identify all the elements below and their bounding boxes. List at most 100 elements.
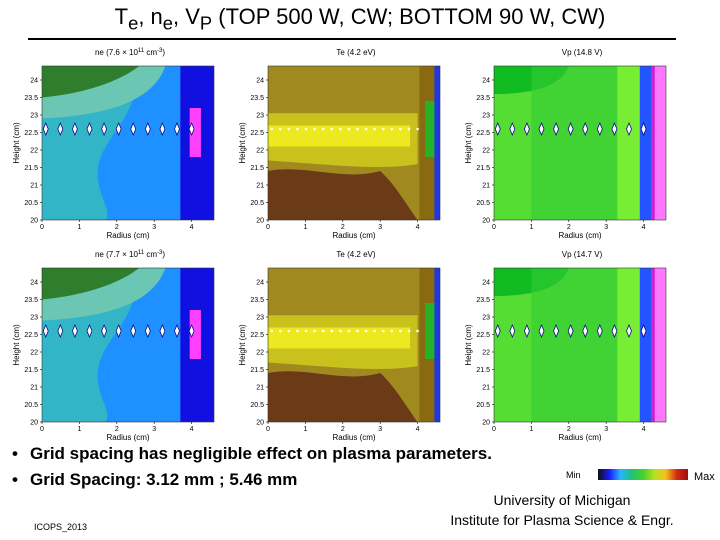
y-tick-label: 24: [256, 280, 264, 287]
grid-point: [130, 121, 137, 137]
grid-point: [596, 121, 603, 137]
grid-point: [270, 329, 274, 333]
x-tick-label: 1: [77, 224, 81, 231]
grid-point: [523, 121, 530, 137]
grid-point: [390, 329, 394, 333]
grid-point: [71, 121, 78, 137]
y-axis-label: Height (cm): [238, 122, 247, 164]
panel-title: ne (7.6 × 1011 cm-3): [95, 48, 165, 57]
slide-title: Te, ne, VP (TOP 500 W, CW; BOTTOM 90 W, …: [114, 4, 606, 34]
y-tick-label: 20.5: [250, 200, 264, 207]
grid-point: [390, 127, 394, 131]
y-tick-label: 21.5: [476, 367, 490, 374]
region-blue: [434, 66, 440, 220]
contour-field: [268, 268, 440, 422]
color-scale-legend: Min Max: [566, 469, 715, 483]
legend-max: Max: [694, 471, 715, 483]
grid-point: [494, 121, 501, 137]
grid-point: [339, 127, 342, 131]
grid-point: [174, 323, 180, 339]
x-tick-label: 0: [266, 426, 270, 433]
y-tick-label: 24: [482, 280, 490, 287]
grid-point: [373, 127, 376, 131]
y-tick-label: 23.5: [476, 297, 490, 304]
y-tick-label: 24: [482, 78, 490, 85]
grid-point: [567, 323, 574, 339]
x-tick-label: 1: [529, 224, 533, 231]
contour-field: [268, 66, 440, 220]
grid-point: [313, 329, 316, 333]
x-tick-label: 4: [190, 426, 194, 433]
y-tick-label: 21: [482, 385, 490, 392]
region-blue: [434, 268, 440, 422]
panel-svg: Vp (14.7 V)0 1 2 3 42423.52322.52221.52120.5…: [464, 250, 667, 442]
grid-point: [42, 323, 49, 339]
x-tick-label: 1: [303, 224, 307, 231]
grid-point: [494, 323, 501, 339]
y-tick-label: 22.5: [476, 332, 490, 339]
grid-point: [101, 323, 108, 339]
grid-point: [279, 127, 282, 131]
contour-panel-te-bottom: Te (4.2 eV) 0 1 2 3 4 24 23.5 23 22.5 22 21.5 21 20.5…: [236, 246, 448, 444]
y-tick-label: 24: [256, 78, 264, 85]
x-tick-label: 0: [40, 426, 44, 433]
y-tick-label: 23.5: [24, 95, 38, 102]
x-tick-label: 2: [115, 426, 119, 433]
y-tick-label: 21: [30, 183, 38, 190]
region-bright: [268, 125, 411, 147]
y-tick-label: 22: [30, 350, 38, 357]
grid-point: [86, 121, 93, 137]
x-tick-label: 0: [492, 426, 496, 433]
grid-point: [509, 121, 516, 137]
x-tick-label: 1: [77, 426, 81, 433]
y-tick-label: 23.5: [476, 95, 490, 102]
y-tick-label: 20.5: [24, 200, 38, 207]
grid-point: [330, 329, 334, 333]
grid-point: [399, 329, 402, 333]
grid-point: [71, 323, 78, 339]
conference-label: ICOPS_2013: [34, 522, 88, 532]
y-tick-label: 20: [30, 420, 38, 427]
region-bright: [268, 327, 411, 349]
y-tick-label: 21.5: [250, 367, 264, 374]
affiliation: University of Michigan Institute for Pla…: [412, 490, 712, 530]
y-tick-label: 20: [256, 420, 264, 427]
panel-svg: Vp (14.8 V)0 1 2 3 42423.52322.52221.52120.5…: [464, 48, 667, 240]
contour-panel-te-top: Te (4.2 eV) 0 1 2 3 4 24 23.5 23 22.5 22 21.5 21 20.5…: [236, 44, 448, 242]
grid-point: [364, 127, 368, 131]
panel-svg: Te (4.2 eV)0 1 2 3 42423.52322.52221.52120.5…: [238, 250, 441, 442]
grid-point: [364, 329, 368, 333]
y-tick-label: 22: [30, 148, 38, 155]
grid-point: [270, 127, 274, 131]
grid-point: [347, 329, 351, 333]
grid-point: [509, 323, 516, 339]
y-tick-label: 21: [482, 183, 490, 190]
region-wall: [639, 66, 652, 220]
y-tick-label: 20.5: [476, 402, 490, 409]
contour-field: [494, 66, 666, 220]
plot-frame: [493, 65, 667, 221]
x-tick-label: 4: [416, 426, 420, 433]
y-tick-label: 22.5: [24, 130, 38, 137]
grid-point: [174, 121, 180, 137]
region-dark: [42, 66, 140, 98]
grid-point: [640, 323, 647, 339]
x-tick-label: 4: [416, 224, 420, 231]
grid-point: [115, 323, 122, 339]
grid-point: [356, 329, 359, 333]
grid-point: [523, 323, 530, 339]
grid-point: [287, 127, 291, 131]
x-tick-label: 2: [115, 224, 119, 231]
legend-bar: [598, 469, 688, 480]
grid-point: [611, 323, 618, 339]
plot-frame: [267, 267, 441, 423]
x-tick-label: 4: [642, 426, 646, 433]
y-tick-label: 22: [256, 350, 264, 357]
grid-point: [159, 323, 166, 339]
grid-point: [57, 121, 64, 137]
x-tick-label: 0: [266, 224, 270, 231]
y-axis-label: Height (cm): [238, 324, 247, 366]
grid-point: [553, 121, 560, 137]
contour-panel-ne-bottom: ne (7.7 × 1011 cm-3) 0 1 2 3 4 24 23.5 23 22.5 22 2…: [10, 246, 222, 444]
y-tick-label: 23: [482, 315, 490, 322]
